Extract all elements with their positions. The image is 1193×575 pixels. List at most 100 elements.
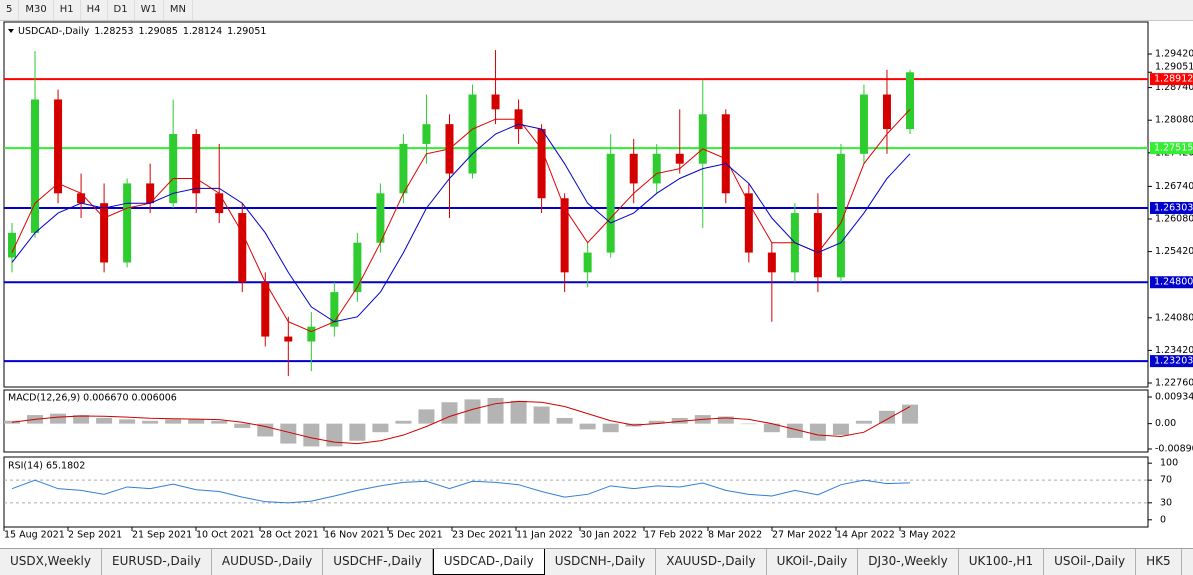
y-tick-label: 1.28740 <box>1155 82 1193 93</box>
timeframe-button[interactable]: H4 <box>81 0 108 20</box>
timeframe-button[interactable]: 5 <box>0 0 20 20</box>
macd-bar <box>902 404 918 424</box>
x-tick-label: 2 Sep 2021 <box>68 530 122 541</box>
candle-body <box>376 193 385 243</box>
candle-body <box>721 114 730 194</box>
symbol-tab[interactable]: DJ30-,Weekly <box>858 549 959 575</box>
y-tick-label: 1.24080 <box>1155 312 1193 323</box>
macd-bar <box>579 423 596 430</box>
macd-bar <box>740 423 757 425</box>
level-label: 1.24800 <box>1154 277 1193 288</box>
y-tick-label: 30 <box>1160 497 1172 508</box>
y-tick-label: -0.008902 <box>1155 444 1193 455</box>
macd-bar <box>372 423 389 433</box>
macd-signal <box>11 400 911 445</box>
macd-bar <box>303 423 320 447</box>
x-tick-label: 5 Dec 2021 <box>388 530 443 541</box>
timeframe-button[interactable]: D1 <box>108 0 135 20</box>
macd-bar <box>671 417 688 424</box>
candle-body <box>8 232 16 258</box>
macd-bar <box>533 406 550 424</box>
level-label: 1.27515 <box>1154 143 1193 154</box>
moving-average <box>11 123 911 323</box>
y-tick-label: 1.26080 <box>1155 213 1193 224</box>
macd-bar <box>73 415 90 424</box>
y-tick-label: 1.25420 <box>1155 246 1193 257</box>
symbol-tab[interactable]: USDX,Weekly <box>0 549 102 575</box>
dropdown-icon <box>8 29 14 33</box>
y-tick-label: 1.28080 <box>1155 115 1193 126</box>
x-tick-label: 15 Aug 2021 <box>4 530 65 541</box>
symbol-tab[interactable]: USOil-,Daily <box>1044 549 1137 575</box>
y-tick-label: 0.009345 <box>1155 391 1193 402</box>
symbol-tab[interactable]: UKOil-,Daily <box>767 549 859 575</box>
rsi-panel <box>3 456 1149 528</box>
candle-body <box>629 153 638 184</box>
candle-body <box>307 326 316 342</box>
x-tick-label: 3 May 2022 <box>900 530 956 541</box>
y-tick-label: 1.22760 <box>1155 377 1193 388</box>
candle-body <box>560 198 569 273</box>
x-tick-label: 16 Nov 2021 <box>324 530 385 541</box>
symbol-tab[interactable]: USDCAD-,Daily <box>432 549 545 575</box>
macd-bar <box>510 400 527 424</box>
y-tick-label: 70 <box>1160 475 1172 486</box>
symbol-tab[interactable]: USDCHF-,Daily <box>323 549 433 575</box>
symbol-tab[interactable]: HK5 <box>1136 549 1182 575</box>
macd-bar <box>96 417 113 424</box>
y-tick-label: 0 <box>1160 514 1166 525</box>
candle-body <box>261 282 270 337</box>
timeframe-button[interactable]: H1 <box>54 0 81 20</box>
macd-title: MACD(12,26,9) 0.006670 0.006006 <box>8 393 177 404</box>
candle-body <box>77 193 86 204</box>
ohlc-value: 1.28253 <box>94 26 133 37</box>
macd-bar <box>326 423 343 447</box>
x-tick-label: 11 Jan 2022 <box>516 530 573 541</box>
candle-body <box>284 336 293 342</box>
level-label-bg <box>1150 201 1193 214</box>
timeframe-button[interactable]: M30 <box>19 0 54 20</box>
y-tick-label: 0.00 <box>1155 418 1176 429</box>
level-label-bg <box>1150 355 1193 368</box>
y-tick-label: 1.26740 <box>1155 181 1193 192</box>
candle-body <box>31 99 40 233</box>
candle-body <box>169 134 178 204</box>
candle-body <box>652 153 661 184</box>
x-tick-label: 14 Apr 2022 <box>836 530 895 541</box>
candle-body <box>675 153 684 164</box>
rsi-line <box>11 479 911 504</box>
macd-bar <box>832 423 849 436</box>
y-tick-label: 1.23420 <box>1155 345 1193 356</box>
macd-bar <box>395 420 412 424</box>
timeframe-button[interactable]: MN <box>164 0 193 20</box>
ohlc-value: 1.29085 <box>139 26 178 37</box>
macd-bar <box>809 423 826 441</box>
symbol-tab[interactable]: USDCNH-,Daily <box>545 549 657 575</box>
symbol-tab[interactable]: EURUSD-,Daily <box>102 549 212 575</box>
symbol-tab[interactable]: UK100-,H1 <box>959 549 1045 575</box>
candle-body <box>836 153 845 278</box>
candle-body <box>583 252 592 273</box>
timeframe-button[interactable]: W1 <box>135 0 164 20</box>
chart-header: USDCAD-,Daily 1.28253 1.29085 1.28124 1.2905… <box>18 26 266 37</box>
macd-bar <box>602 423 619 433</box>
symbol-tab[interactable]: XAUUSD-,Daily <box>656 549 767 575</box>
x-tick-label: 23 Dec 2021 <box>452 530 513 541</box>
candle-body <box>468 94 477 174</box>
x-tick-label: 28 Oct 2021 <box>260 530 319 541</box>
candle-body <box>330 292 339 327</box>
y-tick-label: 1.29420 <box>1155 49 1193 60</box>
candle-body <box>882 94 891 130</box>
x-tick-label: 17 Feb 2022 <box>644 530 703 541</box>
macd-bar <box>763 423 780 433</box>
candle-body <box>353 242 362 293</box>
price-panel <box>3 21 1149 388</box>
macd-bar <box>786 423 803 438</box>
candle-body <box>238 213 247 283</box>
macd-bar <box>648 420 665 424</box>
symbol-tab[interactable]: AUDUSD-,Daily <box>212 549 324 575</box>
level-label-bg <box>1150 142 1193 155</box>
timeframe-toolbar: 5 M30 H1 H4 D1 W1 MN <box>0 0 1193 21</box>
candle-body <box>100 203 109 263</box>
